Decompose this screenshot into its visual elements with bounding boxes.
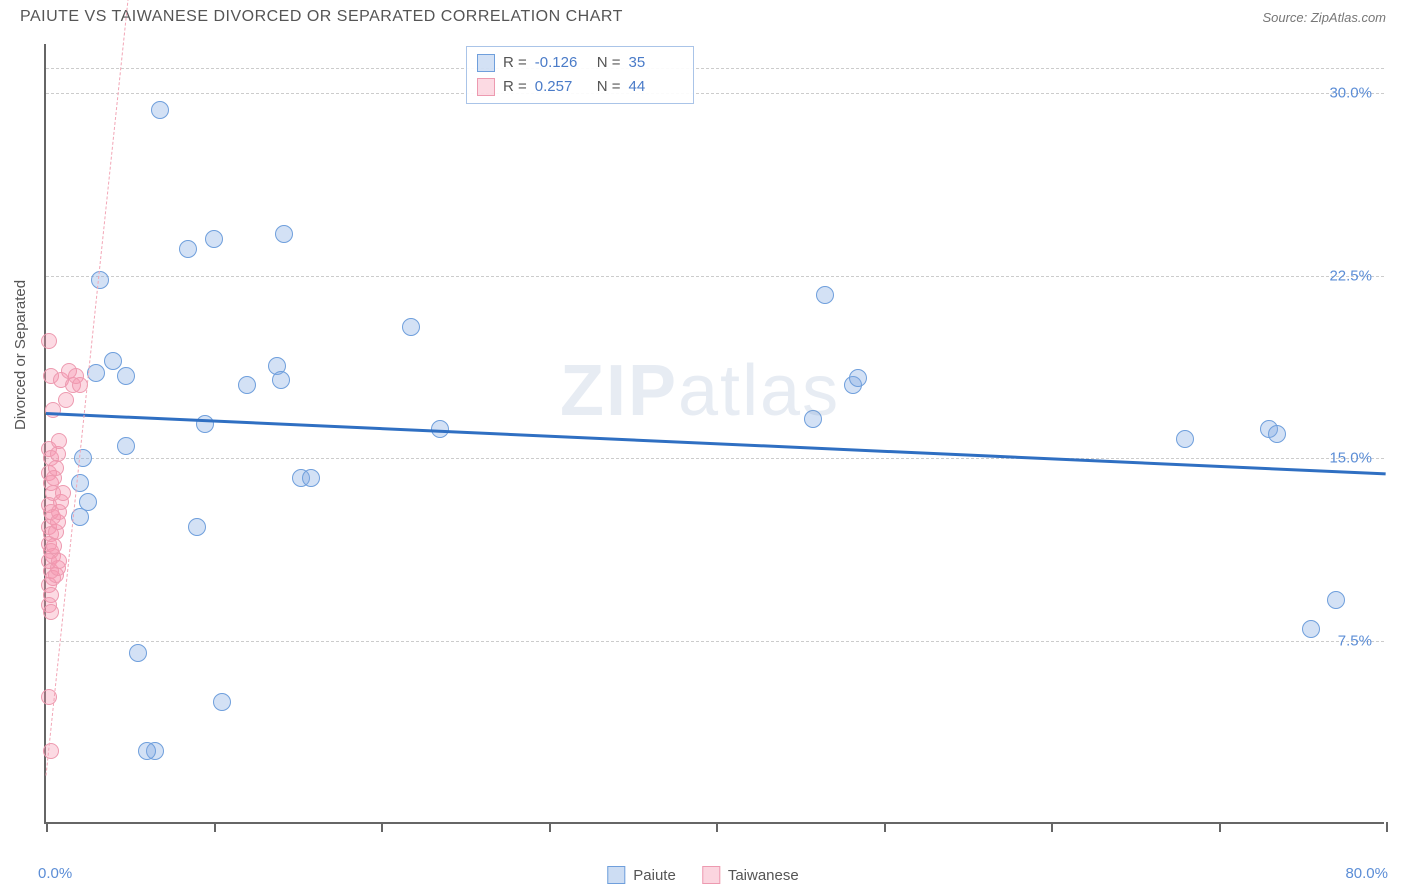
data-point xyxy=(91,271,109,289)
y-tick-label: 15.0% xyxy=(1329,450,1372,467)
x-tick xyxy=(1219,822,1221,832)
legend-label-taiwanese: Taiwanese xyxy=(728,867,799,884)
source-label: Source: ZipAtlas.com xyxy=(1262,10,1386,25)
data-point xyxy=(188,518,206,536)
chart-title: PAIUTE VS TAIWANESE DIVORCED OR SEPARATE… xyxy=(20,8,623,26)
data-point xyxy=(272,371,290,389)
data-point xyxy=(213,693,231,711)
data-point xyxy=(1302,620,1320,638)
data-point xyxy=(1176,430,1194,448)
data-point xyxy=(1327,591,1345,609)
data-point xyxy=(238,376,256,394)
y-tick-label: 7.5% xyxy=(1338,633,1372,650)
data-point xyxy=(138,742,156,760)
data-point xyxy=(48,460,64,476)
x-tick-label-max: 80.0% xyxy=(1345,865,1388,882)
legend-swatch-paiute xyxy=(607,866,625,884)
data-point xyxy=(151,101,169,119)
x-tick xyxy=(214,822,216,832)
legend-item-taiwanese: Taiwanese xyxy=(702,866,799,884)
stat-swatch xyxy=(477,54,495,72)
x-tick xyxy=(381,822,383,832)
data-point xyxy=(402,318,420,336)
data-point xyxy=(1268,425,1286,443)
data-point xyxy=(43,743,59,759)
data-point xyxy=(816,286,834,304)
y-tick-label: 22.5% xyxy=(1329,267,1372,284)
data-point xyxy=(129,644,147,662)
legend-item-paiute: Paiute xyxy=(607,866,676,884)
correlation-stats-box: R = -0.126N = 35R = 0.257N = 44 xyxy=(466,46,694,104)
data-point xyxy=(51,553,67,569)
data-point xyxy=(41,333,57,349)
x-tick xyxy=(1386,822,1388,832)
data-point xyxy=(117,367,135,385)
data-point xyxy=(275,225,293,243)
gridline-h xyxy=(46,68,1384,69)
data-point xyxy=(46,538,62,554)
stat-row: R = -0.126N = 35 xyxy=(477,51,683,75)
x-tick-label-min: 0.0% xyxy=(38,865,72,882)
chart-plot-area: 7.5% 15.0% 22.5% 30.0% R = -0.126N = 35R = 0… xyxy=(44,44,1384,824)
data-point xyxy=(104,352,122,370)
data-point xyxy=(302,469,320,487)
y-tick-label: 30.0% xyxy=(1329,84,1372,101)
x-tick xyxy=(716,822,718,832)
gridline-h xyxy=(46,276,1384,277)
legend-label-paiute: Paiute xyxy=(633,867,676,884)
stat-swatch xyxy=(477,78,495,96)
data-point xyxy=(58,392,74,408)
data-point xyxy=(74,449,92,467)
x-tick xyxy=(884,822,886,832)
gridline-h xyxy=(46,641,1384,642)
data-point xyxy=(804,410,822,428)
data-point xyxy=(43,604,59,620)
legend-swatch-taiwanese xyxy=(702,866,720,884)
stat-row: R = 0.257N = 44 xyxy=(477,75,683,99)
x-tick xyxy=(46,822,48,832)
x-tick xyxy=(549,822,551,832)
data-point xyxy=(179,240,197,258)
y-axis-label: Divorced or Separated xyxy=(12,280,29,430)
gridline-h xyxy=(46,458,1384,459)
bottom-legend: Paiute Taiwanese xyxy=(607,866,798,884)
gridline-h xyxy=(46,93,1384,94)
data-point xyxy=(51,433,67,449)
data-point xyxy=(205,230,223,248)
data-point xyxy=(849,369,867,387)
data-point xyxy=(55,485,71,501)
x-tick xyxy=(1051,822,1053,832)
data-point xyxy=(87,364,105,382)
data-point xyxy=(71,474,89,492)
data-point xyxy=(117,437,135,455)
